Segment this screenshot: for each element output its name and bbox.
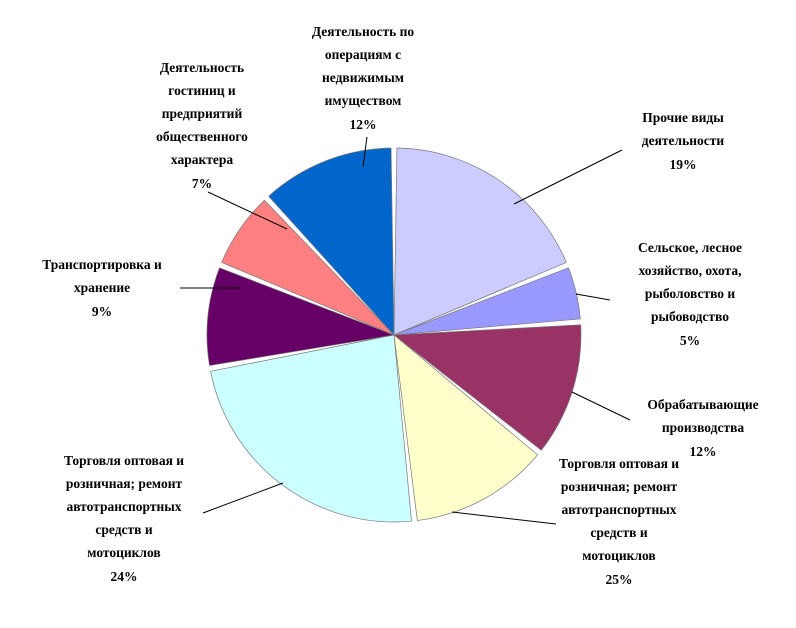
label-hotels: Деятельность гостиниц и предприятий обще… [118,56,286,195]
label-trade-right: Торговля оптовая и розничная; ремонт авт… [540,452,698,591]
label-text: Торговля оптовая и розничная; ремонт авт… [558,456,680,563]
label-percent: 12% [349,117,377,132]
pie-slice-transport [206,267,395,366]
pie-slice-real-estate [268,147,395,336]
label-transport: Транспортировка и хранение 9% [26,253,178,323]
pie-slice-trade-yellow [393,334,538,521]
leader-line [575,293,611,301]
pie-slice-hotels [221,199,395,336]
label-text: Обрабатывающие производства [647,397,759,435]
label-text: Деятельность гостиниц и предприятий обще… [156,60,248,167]
pie-slice-agriculture [393,267,581,336]
label-text: Торговля оптовая и розничная; ремонт авт… [63,453,185,560]
label-percent: 7% [191,176,213,191]
label-percent: 25% [605,572,633,587]
leader-line [362,136,368,168]
label-percent: 19% [669,157,697,172]
pie-slice-other-activities [393,147,567,336]
leader-line [571,391,631,421]
label-agriculture: Сельское, лесное хозяйство, охота, рыбол… [604,236,776,352]
leader-line [451,511,557,525]
leader-line [202,482,284,514]
leader-line [207,191,288,230]
pie-slice-manufacturing [393,324,582,451]
label-text: Сельское, лесное хозяйство, охота, рыбол… [638,240,742,324]
label-text: Прочие виды деятельности [641,110,725,148]
label-text: Деятельность по операциям с недвижимым и… [311,24,415,108]
pie-slice-trade-cyan [210,334,412,523]
label-percent: 5% [679,333,701,348]
label-percent: 24% [110,569,138,584]
label-other-activities: Прочие виды деятельности 19% [608,106,758,176]
label-text: Транспортировка и хранение [42,257,162,295]
label-trade-left: Торговля оптовая и розничная; ремонт авт… [40,449,208,588]
leader-line [513,149,623,205]
label-manufacturing: Обрабатывающие производства 12% [624,393,782,463]
label-percent: 12% [689,444,717,459]
label-real-estate: Деятельность по операциям с недвижимым и… [286,20,440,136]
label-percent: 9% [91,304,113,319]
